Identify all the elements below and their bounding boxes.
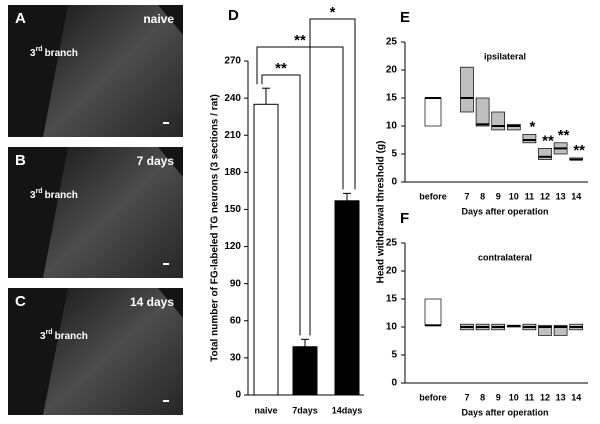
y-tick-label: 90 [230,278,242,289]
y-axis-label: Total number of FG-labeled TG neurons (3… [210,94,221,362]
x-tick-label: naive [254,405,277,415]
branch-ordinal: 3 [40,331,46,342]
x-tick-label: 9 [496,191,501,201]
tissue [43,288,183,415]
x-tick-label: 11 [525,191,535,201]
x-tick-label: before [419,191,447,201]
y-axis-label: Head withdrawal threshold (g) [376,141,387,284]
bar [292,346,318,396]
x-tick-label: 14 [571,191,581,201]
significance-label: ** [558,127,570,144]
condition-label: 14 days [130,295,174,309]
branch-ordinal: 3 [30,48,36,59]
y-tick-label: 25 [386,37,398,48]
significance-label: * [529,118,535,135]
panel-title: ipsilateral [484,51,526,61]
y-tick-label: 5 [391,350,397,361]
range-box [538,148,552,160]
y-tick-label: 20 [386,266,398,277]
panel-letter: F [400,210,409,227]
range-box [424,97,442,127]
y-tick-label: 0 [391,177,397,188]
y-tick-label: 120 [224,241,241,252]
y-tick-label: 150 [224,204,241,215]
y-tick-label: 0 [235,390,241,401]
x-tick-label: 8 [480,191,485,201]
range-box [538,324,552,336]
y-tick-label: 180 [224,167,241,178]
x-tick-label: 7days [292,405,318,415]
y-tick-label: 60 [230,315,242,326]
significance-label: ** [573,142,585,159]
y-tick-label: 0 [391,378,397,389]
y-tick-label: 270 [224,56,241,67]
branch-label: 3rd branch [30,188,78,201]
y-tick-label: 240 [224,93,241,104]
branch-word: branch [45,190,78,201]
significance-bracket [309,18,356,336]
significance-label: * [330,4,336,21]
tissue [43,5,183,137]
x-tick-label: 7 [464,191,469,201]
x-tick-label: before [419,392,447,402]
condition-label: naive [143,12,174,26]
x-tick-label: 10 [509,392,519,402]
significance-bracket [256,46,344,190]
branch-word: branch [55,331,88,342]
range-box [491,111,506,131]
bar [334,200,360,396]
y-tick-label: 10 [386,322,398,333]
condition-label: 7 days [137,154,175,168]
branch-suffix: rd [46,329,53,336]
panel-letter: E [400,9,410,26]
y-tick-label: 20 [386,65,398,76]
x-tick-label: 13 [556,191,566,201]
significance-label: ** [542,132,554,149]
x-tick-label: 10 [509,191,519,201]
panel-letter: B [15,152,26,169]
panel-letter: A [15,10,26,27]
y-tick-label: 25 [386,238,398,249]
x-axis-label: Days after operation [461,407,548,417]
branch-ordinal: 3 [30,190,36,201]
range-box [475,97,490,127]
range-box [460,66,474,113]
x-tick-label: 12 [540,191,550,201]
significance-bracket [261,74,301,336]
branch-suffix: rd [36,188,43,195]
tissue [43,147,183,278]
branch-word: branch [45,48,78,59]
x-tick-label: 9 [496,392,501,402]
panel-letter: D [228,7,239,24]
y-tick-label: 30 [230,353,242,364]
bar [253,103,279,396]
x-tick-label: 14days [332,405,363,415]
x-tick-label: 8 [480,392,485,402]
x-tick-label: 14 [571,392,581,402]
range-box [522,134,537,144]
x-tick-label: 12 [540,392,550,402]
branch-label: 3rd branch [40,329,88,342]
range-box [506,123,521,131]
branch-suffix: rd [36,46,43,53]
x-tick-label: 11 [525,392,535,402]
y-tick-label: 15 [386,93,398,104]
y-tick-label: 10 [386,121,398,132]
x-tick-label: 13 [556,392,566,402]
x-tick-label: 7 [464,392,469,402]
y-tick-label: 5 [391,149,397,160]
panel-title: contralateral [478,252,532,262]
x-axis-label: Days after operation [461,206,548,216]
significance-label: ** [275,60,287,77]
significance-label: ** [294,32,306,49]
y-tick-label: 210 [224,130,241,141]
range-box [424,298,442,326]
branch-label: 3rd branch [30,46,78,59]
y-tick-label: 15 [386,294,398,305]
range-box [553,324,568,336]
panel-letter: C [15,293,26,310]
